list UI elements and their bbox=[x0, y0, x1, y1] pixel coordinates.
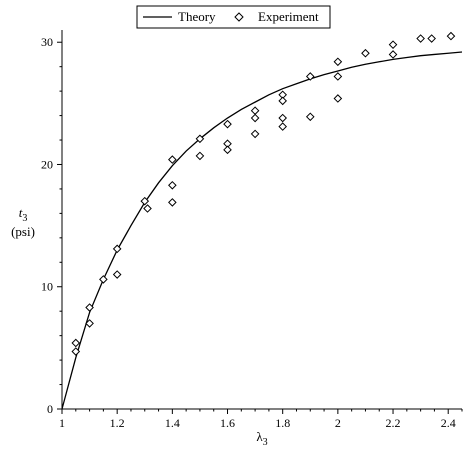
y-axis-ticks: 0 10 20 30 bbox=[41, 35, 62, 416]
experiment-point bbox=[416, 34, 425, 43]
legend-theory-label: Theory bbox=[178, 9, 216, 24]
x-axis-label: λ3 bbox=[256, 429, 267, 448]
experiment-point bbox=[143, 204, 152, 213]
y-axis-unit: (psi) bbox=[11, 224, 35, 239]
series-layer bbox=[61, 31, 463, 410]
y-tick-label: 10 bbox=[41, 280, 53, 294]
experiment-point bbox=[446, 31, 456, 41]
x-tick-label: 2 bbox=[335, 416, 341, 430]
axes bbox=[61, 30, 462, 410]
experiment-point bbox=[333, 72, 343, 81]
x-tick-label: 1.8 bbox=[275, 416, 290, 430]
experiment-point bbox=[305, 112, 315, 122]
experiment-point bbox=[305, 72, 315, 81]
experiment-point bbox=[140, 196, 150, 206]
experiment-point bbox=[85, 303, 94, 312]
experiment-point bbox=[223, 145, 232, 155]
experiment-point bbox=[85, 319, 94, 328]
y-tick-label: 0 bbox=[47, 402, 53, 416]
experiment-point bbox=[195, 134, 205, 144]
experiment-point bbox=[168, 155, 177, 164]
x-tick-label: 1.4 bbox=[165, 416, 180, 430]
legend-experiment-label: Experiment bbox=[258, 9, 319, 24]
experiment-point bbox=[112, 270, 122, 279]
x-tick-label: 2.4 bbox=[441, 416, 456, 430]
experiment-point bbox=[168, 180, 177, 190]
legend-experiment-swatch bbox=[234, 12, 244, 22]
experiment-point bbox=[388, 40, 398, 49]
y-tick-label: 20 bbox=[41, 157, 53, 171]
x-axis-label-sub: 3 bbox=[263, 437, 268, 448]
experiment-point bbox=[427, 34, 436, 43]
experiment-point bbox=[250, 129, 260, 139]
experiment-point bbox=[71, 347, 81, 356]
experiment-point bbox=[278, 96, 287, 106]
experiment-point bbox=[112, 244, 122, 254]
experiment-point bbox=[223, 119, 232, 129]
experiment-point bbox=[361, 48, 370, 58]
y-axis-label: t3 bbox=[19, 205, 28, 224]
experiment-point bbox=[333, 57, 343, 67]
experiment-point bbox=[250, 113, 260, 123]
experiment-point bbox=[388, 50, 398, 59]
x-tick-label: 1 bbox=[59, 416, 65, 430]
x-tick-label: 2.2 bbox=[386, 416, 401, 430]
legend: Theory Experiment bbox=[136, 5, 331, 29]
experiment-point bbox=[195, 151, 205, 161]
experiment-point bbox=[99, 275, 108, 284]
experiment-point bbox=[250, 106, 260, 115]
x-tick-label: 1.6 bbox=[220, 416, 235, 430]
experiment-point bbox=[168, 198, 177, 207]
experiment-point bbox=[333, 94, 343, 103]
experiment-point bbox=[278, 113, 287, 123]
x-axis-ticks: 1 1.2 1.4 1.6 1.8 2 2.2 2.4 bbox=[59, 409, 463, 430]
experiment-point bbox=[278, 122, 287, 131]
theory-line bbox=[61, 51, 463, 410]
y-tick-label: 30 bbox=[41, 35, 53, 49]
y-axis-label-sub: 3 bbox=[22, 213, 27, 224]
x-tick-label: 1.2 bbox=[110, 416, 125, 430]
experiment-point bbox=[71, 338, 81, 348]
legend-box bbox=[136, 5, 331, 29]
